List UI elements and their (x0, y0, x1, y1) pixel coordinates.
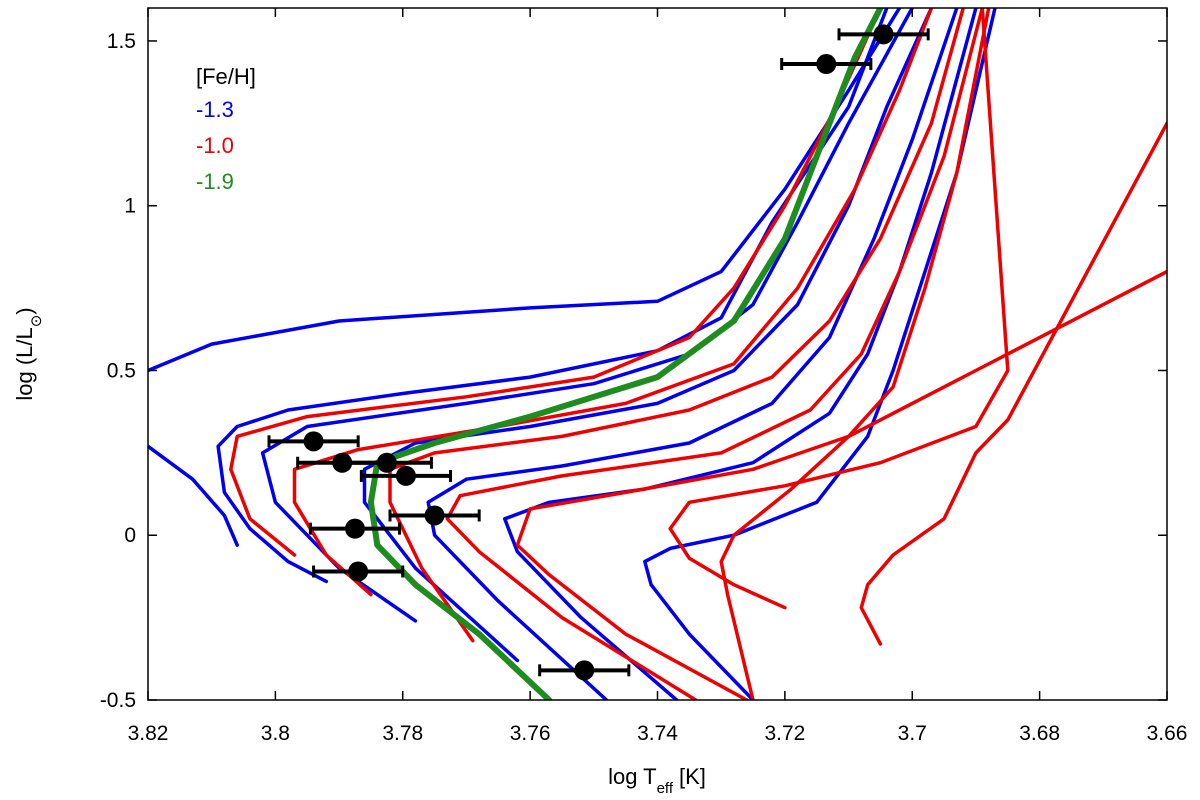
x-tick-label: 3.68 (1019, 722, 1060, 745)
observation-10 (538, 660, 631, 681)
axis-ticks (147, 8, 1168, 701)
isochrone-line-14 (668, 8, 1010, 610)
y-axis-label: log (L/L⊙) (12, 307, 45, 400)
y-tick-label: 0 (124, 524, 136, 547)
data-point (376, 452, 397, 473)
isochrone-line-16 (859, 121, 1167, 646)
observation-2 (780, 54, 873, 75)
observation-9 (312, 561, 405, 582)
x-tick-label: 3.7 (898, 722, 927, 745)
observation-7 (388, 505, 481, 526)
observation-8 (308, 518, 402, 539)
data-point (816, 54, 837, 75)
isochrone-line-3 (216, 8, 889, 584)
y-tick-label: -0.5 (100, 689, 136, 712)
data-point (873, 24, 894, 45)
isochrone-line-13 (515, 8, 991, 700)
observation-5 (340, 452, 433, 473)
isochrone-line-5 (362, 8, 934, 663)
x-tick-label: 3.74 (637, 722, 678, 745)
x-axis-label-sub: eff (657, 780, 674, 797)
data-point (395, 465, 416, 486)
x-tick-label: 3.72 (764, 722, 805, 745)
isochrone-line-10 (292, 8, 934, 597)
legend-entry-3: -1.9 (196, 169, 234, 194)
isochrone-line-8 (643, 8, 997, 700)
isochrone-series (148, 8, 1167, 700)
isochrone-line-12 (445, 8, 985, 700)
y-tick-label: 0.5 (107, 359, 136, 382)
observation-1 (837, 24, 930, 45)
isochrone-line-6 (426, 8, 959, 700)
legend-entry-2: -1.0 (196, 133, 234, 158)
legend-entry-1: -1.3 (196, 97, 234, 122)
tick-labels: 3.82 3.8 3.78 3.76 3.74 3.72 3.7 3.68 3.66 -0.5 0 0… (100, 30, 1188, 745)
x-axis-label: log Teff [K] (608, 764, 706, 797)
observations (267, 24, 930, 681)
x-tick-label: 3.82 (128, 722, 169, 745)
x-tick-label: 3.66 (1147, 722, 1188, 745)
data-point (348, 561, 369, 582)
isochrone-line-4 (260, 8, 914, 623)
y-tick-label: 1 (124, 195, 136, 218)
plot-frame (147, 7, 1168, 701)
isochrone-line-9 (229, 8, 883, 557)
y-axis-label-sub: ⊙ (28, 315, 45, 328)
x-tick-label: 3.78 (382, 722, 423, 745)
legend-title: [Fe/H] (196, 64, 256, 89)
observation-3 (267, 431, 360, 452)
isochrone-line-2 (148, 444, 239, 547)
observation-6 (359, 465, 453, 486)
data-point (303, 431, 324, 452)
isochrone-line-11 (388, 8, 965, 643)
x-tick-label: 3.8 (261, 722, 290, 745)
legend: [Fe/H] -1.3 -1.0 -1.9 (196, 64, 256, 194)
y-tick-label: 1.5 (107, 30, 136, 53)
data-point (344, 518, 365, 539)
data-point (574, 660, 595, 681)
x-tick-label: 3.76 (510, 722, 551, 745)
isochrone-line-15 (719, 269, 1167, 700)
isochrone-line-17 (367, 8, 884, 700)
data-point (424, 505, 445, 526)
